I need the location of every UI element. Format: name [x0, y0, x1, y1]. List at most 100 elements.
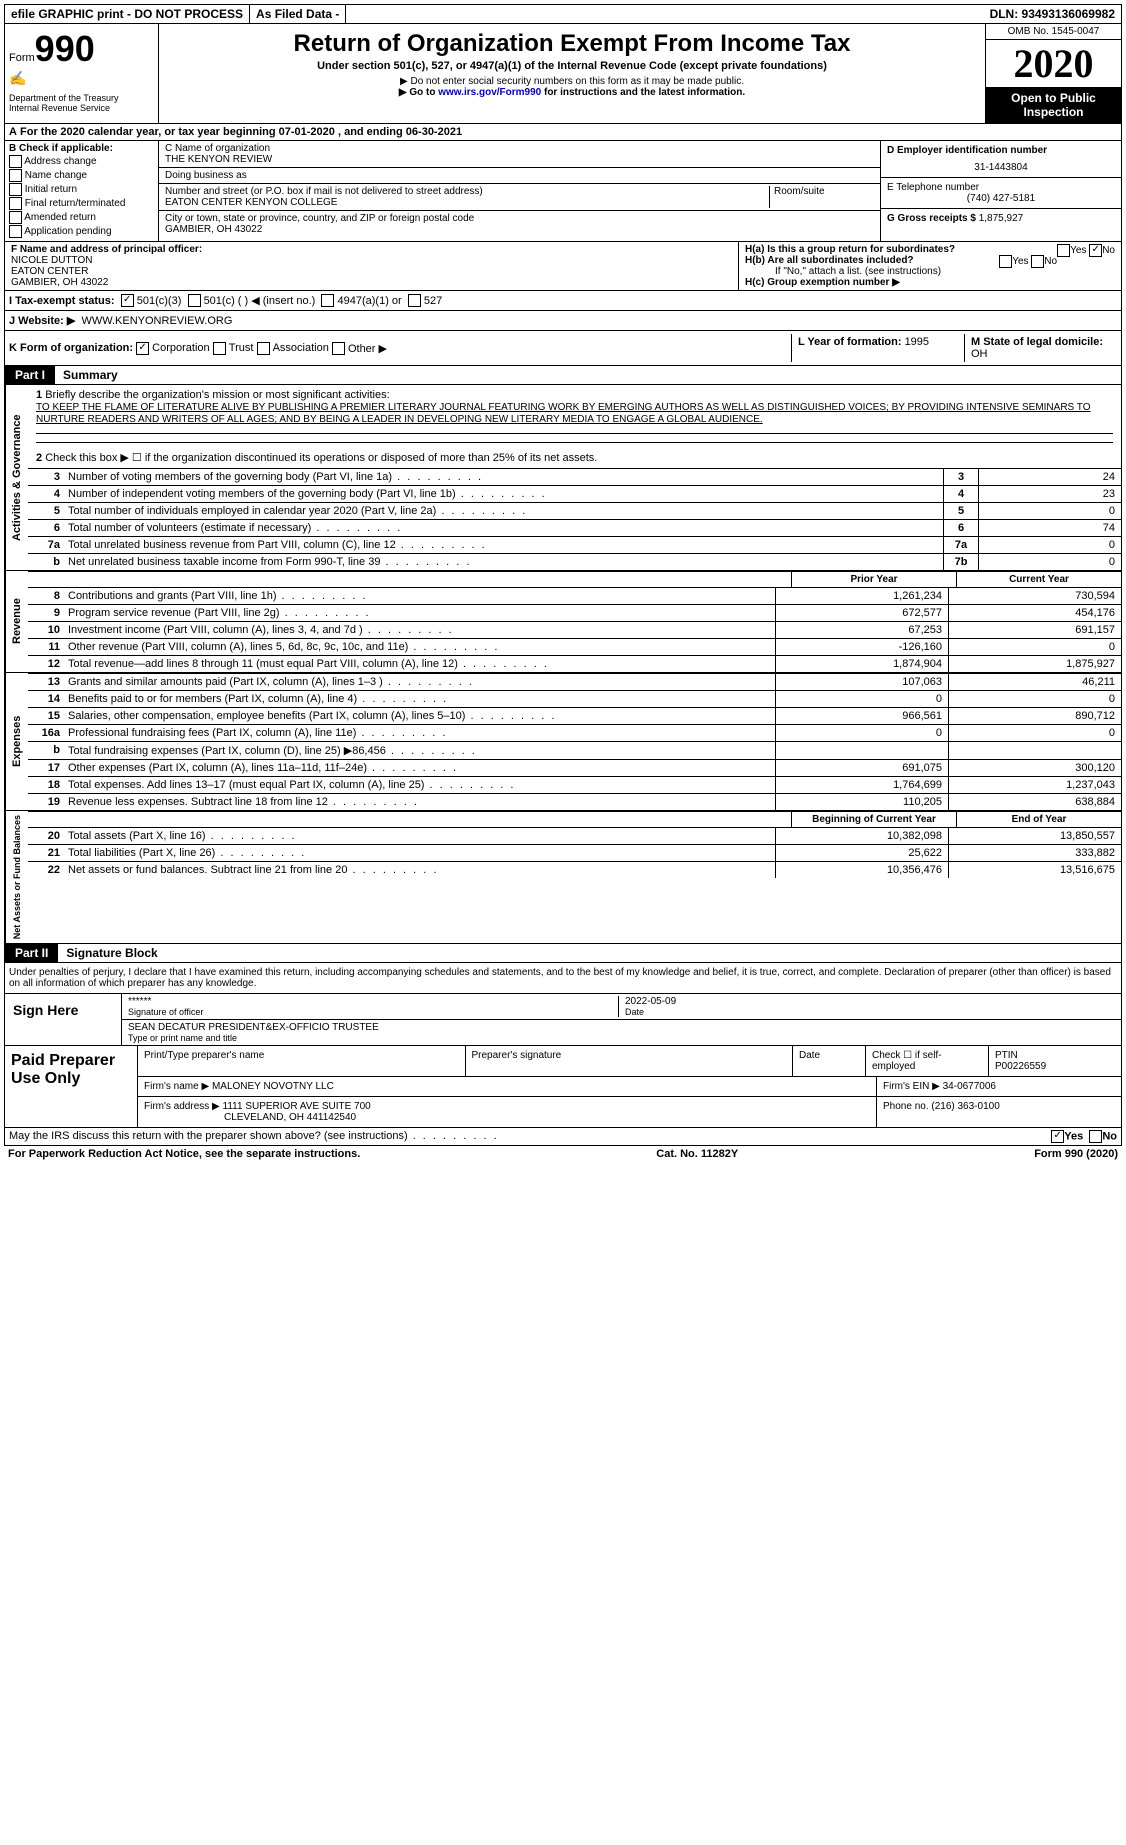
- open-inspection: Open to Public Inspection: [986, 87, 1121, 123]
- ptin-label: PTIN: [995, 1050, 1115, 1061]
- vert-revenue: Revenue: [5, 571, 28, 672]
- mission-block: 1 Briefly describe the organization's mi…: [28, 385, 1121, 468]
- form-number-box: Form990 ✍ Department of the Treasury Int…: [5, 24, 159, 123]
- bcy-eoy-header: Beginning of Current Year End of Year: [28, 811, 1121, 827]
- summary-line: 3Number of voting members of the governi…: [28, 468, 1121, 485]
- phone-value: (740) 427-5181: [887, 193, 1115, 204]
- vert-activities: Activities & Governance: [5, 385, 28, 570]
- cb-4947[interactable]: [321, 294, 334, 307]
- firm-addr1: 1111 SUPERIOR AVE SUITE 700: [223, 1101, 371, 1112]
- cb-amended-return[interactable]: Amended return: [9, 211, 154, 224]
- row-j: J Website: ▶ WWW.KENYONREVIEW.ORG: [4, 311, 1122, 331]
- cb-501c3[interactable]: ✓: [121, 294, 134, 307]
- cb-name-change[interactable]: Name change: [9, 169, 154, 182]
- form-990: 990: [35, 28, 95, 69]
- form-footer: Form 990 (2020): [1034, 1148, 1118, 1160]
- bcy-hdr: Beginning of Current Year: [791, 812, 956, 827]
- box-m: M State of legal domicile:OH: [964, 334, 1117, 362]
- summary-line: 5Total number of individuals employed in…: [28, 502, 1121, 519]
- form-header: Form990 ✍ Department of the Treasury Int…: [4, 24, 1122, 124]
- cb-501c[interactable]: [188, 294, 201, 307]
- f-label: F Name and address of principal officer:: [11, 244, 202, 255]
- asfiled-label: As Filed Data -: [250, 5, 346, 23]
- firm-ein: 34-0677006: [943, 1081, 996, 1092]
- cb-application-pending[interactable]: Application pending: [9, 225, 154, 238]
- summary-line: 11Other revenue (Part VIII, column (A), …: [28, 638, 1121, 655]
- sig-date-label: Date: [625, 1007, 1115, 1017]
- part1-header: Part I: [5, 366, 55, 384]
- may-irs-row: May the IRS discuss this return with the…: [4, 1128, 1122, 1146]
- summary-line: 6Total number of volunteers (estimate if…: [28, 519, 1121, 536]
- summary-line: 13Grants and similar amounts paid (Part …: [28, 673, 1121, 690]
- sign-here-row: Sign Here ****** Signature of officer 20…: [4, 994, 1122, 1046]
- top-bar: efile GRAPHIC print - DO NOT PROCESS As …: [4, 4, 1122, 24]
- firm-name: MALONEY NOVOTNY LLC: [212, 1081, 334, 1092]
- summary-line: 16aProfessional fundraising fees (Part I…: [28, 724, 1121, 741]
- firm-phone: (216) 363-0100: [931, 1101, 999, 1112]
- summary-line: 20Total assets (Part X, line 16)10,382,0…: [28, 827, 1121, 844]
- paperwork-notice: For Paperwork Reduction Act Notice, see …: [8, 1148, 360, 1160]
- cb-other[interactable]: [332, 342, 345, 355]
- cb-address-change[interactable]: Address change: [9, 155, 154, 168]
- summary-line: 10Investment income (Part VIII, column (…: [28, 621, 1121, 638]
- mission-text: TO KEEP THE FLAME OF LITERATURE ALIVE BY…: [36, 402, 1091, 425]
- cb-527[interactable]: [408, 294, 421, 307]
- sign-here-label: Sign Here: [5, 994, 122, 1045]
- cb-assoc[interactable]: [257, 342, 270, 355]
- addr-value: EATON CENTER KENYON COLLEGE: [165, 197, 769, 208]
- sig-stars: ******: [128, 996, 618, 1007]
- omb-number: OMB No. 1545-0047: [986, 24, 1121, 40]
- summary-line: 19Revenue less expenses. Subtract line 1…: [28, 793, 1121, 810]
- summary-line: 22Net assets or fund balances. Subtract …: [28, 861, 1121, 878]
- prep-name-label: Print/Type preparer's name: [138, 1046, 466, 1076]
- paid-preparer-label: Paid Preparer Use Only: [5, 1046, 138, 1127]
- current-year-hdr: Current Year: [956, 572, 1121, 587]
- expenses-section: Expenses 13Grants and similar amounts pa…: [4, 673, 1122, 811]
- net-assets-section: Net Assets or Fund Balances Beginning of…: [4, 811, 1122, 944]
- cb-final-return[interactable]: Final return/terminated: [9, 197, 154, 210]
- summary-line: 4Number of independent voting members of…: [28, 485, 1121, 502]
- activities-governance: Activities & Governance 1 Briefly descri…: [4, 385, 1122, 571]
- col-b: B Check if applicable: Address change Na…: [5, 141, 159, 241]
- box-l: L Year of formation: 1995: [791, 334, 964, 362]
- summary-line: bNet unrelated business taxable income f…: [28, 553, 1121, 570]
- vert-expenses: Expenses: [5, 673, 28, 810]
- part1-title: Summary: [55, 368, 118, 382]
- city-label: City or town, state or province, country…: [165, 213, 874, 224]
- col-f: F Name and address of principal officer:…: [5, 242, 739, 290]
- website-value: WWW.KENYONREVIEW.ORG: [81, 315, 232, 327]
- firm-addr2: CLEVELAND, OH 441142540: [144, 1112, 356, 1123]
- sig-date: 2022-05-09: [625, 996, 1115, 1007]
- part1-bar: Part I Summary: [4, 366, 1122, 385]
- city-value: GAMBIER, OH 43022: [165, 224, 874, 235]
- revenue-section: Revenue Prior Year Current Year 8Contrib…: [4, 571, 1122, 673]
- prior-year-hdr: Prior Year: [791, 572, 956, 587]
- cb-initial-return[interactable]: Initial return: [9, 183, 154, 196]
- summary-line: 12Total revenue—add lines 8 through 11 (…: [28, 655, 1121, 672]
- irs-link[interactable]: www.irs.gov/Form990: [438, 87, 541, 98]
- part2-bar: Part II Signature Block: [4, 944, 1122, 963]
- summary-line: 15Salaries, other compensation, employee…: [28, 707, 1121, 724]
- room-suite-label: Room/suite: [769, 186, 874, 208]
- tax-year: 2020: [986, 40, 1121, 87]
- gross-value: 1,875,927: [979, 213, 1024, 224]
- officer-addr2: GAMBIER, OH 43022: [11, 277, 108, 288]
- ptin-value: P00226559: [995, 1061, 1115, 1072]
- footer-row: For Paperwork Reduction Act Notice, see …: [4, 1146, 1122, 1162]
- dln-label: DLN: 93493136069982: [984, 5, 1121, 23]
- dba-label: Doing business as: [165, 170, 874, 181]
- officer-printed-name: SEAN DECATUR PRESIDENT&EX-OFFICIO TRUSTE…: [128, 1022, 1115, 1033]
- row-i: I Tax-exempt status: ✓ 501(c)(3) 501(c) …: [4, 291, 1122, 311]
- subtitle: Under section 501(c), 527, or 4947(a)(1)…: [163, 60, 981, 72]
- col-d: D Employer identification number 31-1443…: [880, 141, 1121, 241]
- note2: ▶ Go to www.irs.gov/Form990 for instruct…: [163, 87, 981, 98]
- check-self: Check ☐ if self-employed: [866, 1046, 989, 1076]
- summary-line: 18Total expenses. Add lines 13–17 (must …: [28, 776, 1121, 793]
- row-fh: F Name and address of principal officer:…: [4, 242, 1122, 291]
- header-title-box: Return of Organization Exempt From Incom…: [159, 24, 985, 123]
- org-name: THE KENYON REVIEW: [165, 154, 874, 165]
- cb-corp[interactable]: ✓: [136, 342, 149, 355]
- header-right-box: OMB No. 1545-0047 2020 Open to Public In…: [985, 24, 1121, 123]
- cb-trust[interactable]: [213, 342, 226, 355]
- row-a-label: A: [9, 126, 17, 138]
